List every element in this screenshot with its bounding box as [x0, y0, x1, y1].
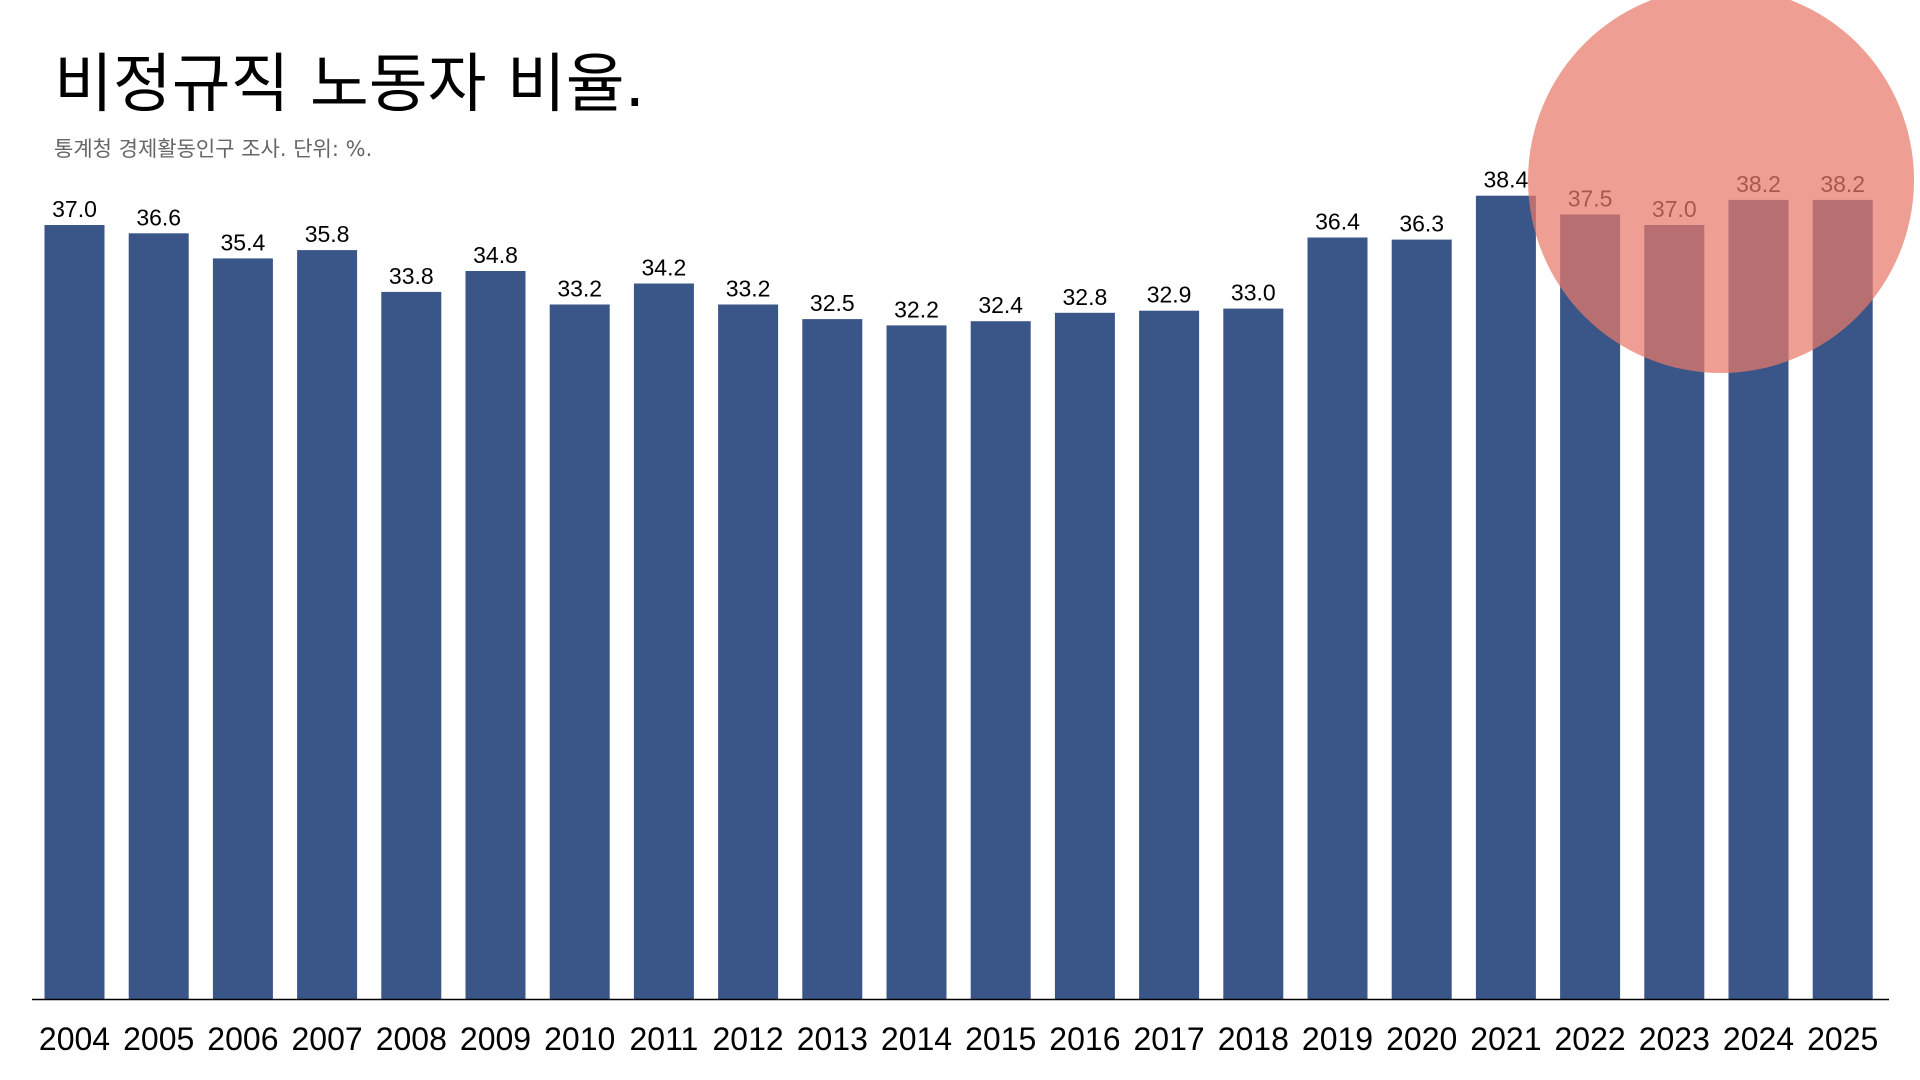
value-label-2012: 33.2 — [726, 276, 771, 302]
x-tick-label-2025: 2025 — [1807, 1021, 1878, 1057]
bar-2017 — [1139, 310, 1200, 999]
highlight-circle — [1528, 0, 1914, 373]
value-label-2020: 36.3 — [1399, 211, 1444, 237]
value-label-2015: 32.4 — [978, 292, 1023, 318]
bar-2015 — [970, 321, 1031, 999]
value-label-2019: 36.4 — [1315, 209, 1360, 235]
value-label-2014: 32.2 — [894, 296, 939, 322]
x-tick-label-2011: 2011 — [629, 1021, 698, 1057]
x-tick-label-2013: 2013 — [797, 1021, 868, 1057]
bar-2014 — [886, 325, 947, 999]
x-tick-label-2020: 2020 — [1386, 1021, 1457, 1057]
value-label-2007: 35.8 — [305, 221, 350, 247]
x-tick-label-2021: 2021 — [1470, 1021, 1541, 1057]
x-tick-label-2017: 2017 — [1134, 1021, 1205, 1057]
x-tick-label-2006: 2006 — [207, 1021, 278, 1057]
x-tick-label-2022: 2022 — [1555, 1021, 1626, 1057]
bar-2020 — [1391, 239, 1452, 1000]
value-label-2017: 32.9 — [1147, 282, 1192, 308]
x-tick-label-2015: 2015 — [965, 1021, 1036, 1057]
x-tick-label-2023: 2023 — [1639, 1021, 1710, 1057]
value-label-2018: 33.0 — [1231, 280, 1276, 306]
value-label-2013: 32.5 — [810, 290, 855, 316]
bar-2012 — [718, 304, 779, 999]
value-label-2010: 33.2 — [557, 276, 602, 302]
x-tick-label-2007: 2007 — [292, 1021, 363, 1057]
x-tick-label-2008: 2008 — [376, 1021, 447, 1057]
value-label-2011: 34.2 — [642, 255, 687, 281]
bar-2019 — [1307, 237, 1368, 999]
bar-2006 — [212, 258, 273, 999]
bar-2009 — [465, 271, 526, 999]
x-tick-label-2004: 2004 — [39, 1021, 110, 1057]
value-label-2004: 37.0 — [52, 196, 97, 222]
x-tick-label-2009: 2009 — [460, 1021, 531, 1057]
value-label-2009: 34.8 — [473, 242, 518, 268]
bar-2021 — [1475, 195, 1536, 999]
bar-2004 — [44, 225, 105, 999]
x-tick-label-2005: 2005 — [123, 1021, 194, 1057]
value-label-2006: 35.4 — [221, 229, 266, 255]
x-tick-label-2018: 2018 — [1218, 1021, 1289, 1057]
x-tick-label-2012: 2012 — [713, 1021, 784, 1057]
bar-2022 — [1560, 214, 1621, 999]
bar-2007 — [297, 250, 358, 1000]
chart-title: 비정규직 노동자 비율. — [54, 48, 645, 122]
bar-2005 — [128, 233, 189, 1000]
chart-subtitle: 통계청 경제활동인구 조사. 단위: %. — [54, 137, 372, 161]
bar-2008 — [381, 291, 442, 999]
x-tick-label-2016: 2016 — [1049, 1021, 1120, 1057]
bar-2018 — [1223, 308, 1284, 1000]
value-label-2016: 32.8 — [1063, 284, 1108, 310]
x-tick-label-2010: 2010 — [544, 1021, 615, 1057]
x-tick-label-2019: 2019 — [1302, 1021, 1373, 1057]
value-label-2005: 36.6 — [136, 204, 181, 230]
bar-2011 — [633, 283, 694, 999]
bar-2016 — [1054, 312, 1115, 999]
x-tick-label-2014: 2014 — [881, 1021, 952, 1057]
x-tick-labels-group: 2004 2005 2006 2007 2008 2009 2010 2011 2012 2013… — [39, 1021, 1878, 1057]
x-tick-label-2024: 2024 — [1723, 1021, 1794, 1057]
value-label-2021: 38.4 — [1484, 167, 1529, 193]
bar-2013 — [802, 319, 863, 1000]
bar-2010 — [549, 304, 610, 999]
value-label-2008: 33.8 — [389, 263, 434, 289]
